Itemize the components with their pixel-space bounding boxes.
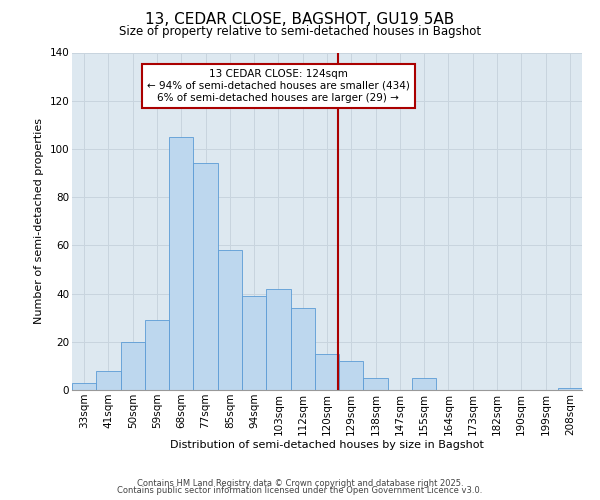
Text: Size of property relative to semi-detached houses in Bagshot: Size of property relative to semi-detach… (119, 25, 481, 38)
X-axis label: Distribution of semi-detached houses by size in Bagshot: Distribution of semi-detached houses by … (170, 440, 484, 450)
Bar (218, 250, 242, 390)
Bar (558, 388, 582, 390)
Text: 13 CEDAR CLOSE: 124sqm
← 94% of semi-detached houses are smaller (434)
6% of sem: 13 CEDAR CLOSE: 124sqm ← 94% of semi-det… (147, 70, 410, 102)
Y-axis label: Number of semi-detached properties: Number of semi-detached properties (34, 118, 44, 324)
Bar (145, 320, 169, 390)
Bar (266, 289, 290, 390)
Bar (242, 296, 266, 390)
Bar (364, 378, 388, 390)
Text: Contains public sector information licensed under the Open Government Licence v3: Contains public sector information licen… (118, 486, 482, 495)
Text: 13, CEDAR CLOSE, BAGSHOT, GU19 5AB: 13, CEDAR CLOSE, BAGSHOT, GU19 5AB (145, 12, 455, 28)
Bar (412, 378, 436, 390)
Bar (315, 354, 339, 390)
Bar (121, 342, 145, 390)
Text: Contains HM Land Registry data © Crown copyright and database right 2025.: Contains HM Land Registry data © Crown c… (137, 478, 463, 488)
Bar (169, 137, 193, 390)
Bar (72, 383, 96, 390)
Bar (96, 370, 121, 390)
Bar (290, 308, 315, 390)
Bar (339, 361, 364, 390)
Bar (193, 164, 218, 390)
